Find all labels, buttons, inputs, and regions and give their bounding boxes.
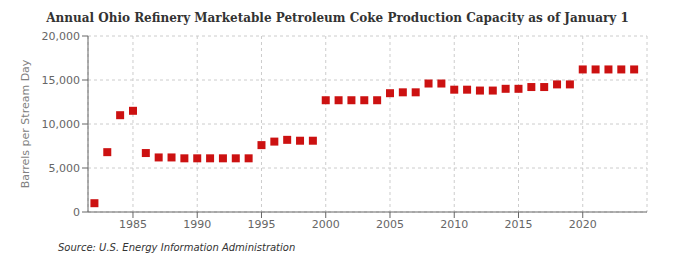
svg-text:1990: 1990 [183,218,211,231]
svg-text:1995: 1995 [247,218,275,231]
svg-text:2010: 2010 [440,218,468,231]
svg-text:2005: 2005 [376,218,404,231]
svg-text:2015: 2015 [504,218,532,231]
svg-text:2000: 2000 [312,218,340,231]
svg-text:10,000: 10,000 [42,118,81,131]
svg-text:20,000: 20,000 [42,30,81,43]
svg-text:Barrels per Stream Day: Barrels per Stream Day [19,59,32,188]
svg-text:5,000: 5,000 [49,162,81,175]
html-text:Annual Ohio Refinery Marketabl: Annual Ohio Refinery Marketable Petroleu… [46,11,629,25]
svg-text:0: 0 [73,206,80,219]
svg-text:1985: 1985 [119,218,147,231]
svg-text:15,000: 15,000 [42,74,81,87]
svg-text:2020: 2020 [569,218,597,231]
html-text:Source: U.S. Energy Informatio: Source: U.S. Energy Information Administ… [58,242,296,253]
